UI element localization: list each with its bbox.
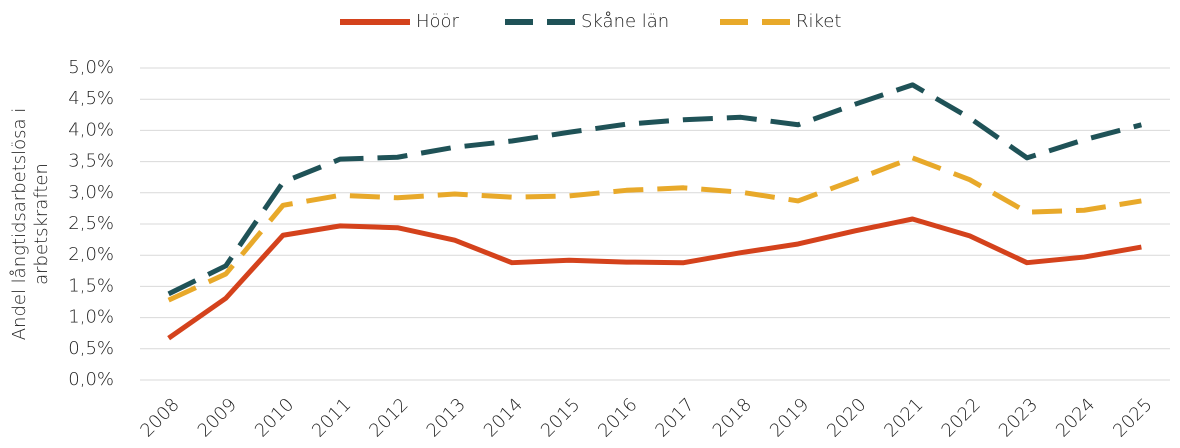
line-series [167, 216, 1142, 341]
legend-label: Skåne län [581, 11, 669, 32]
x-tick-label: 2024 [1052, 394, 1099, 441]
y-tick-label: 0,0% [68, 369, 114, 390]
x-tick-label: 2014 [480, 394, 527, 441]
y-axis-label: arbetskraften [31, 163, 52, 285]
x-tick-label: 2012 [365, 394, 412, 441]
y-tick-label: 5,0% [68, 57, 114, 78]
x-tick-label: 2025 [1109, 394, 1156, 441]
x-tick-label: 2020 [823, 394, 870, 441]
y-tick-label: 1,5% [68, 275, 114, 296]
x-tick-label: 2016 [594, 394, 641, 441]
y-axis-label: Andel långtidsarbetslösa i [9, 108, 30, 341]
x-tick-label: 2019 [766, 394, 813, 441]
y-tick-label: 4,5% [68, 88, 114, 109]
x-tick-label: 2011 [308, 394, 355, 441]
line-series [167, 82, 1143, 297]
x-tick-label: 2015 [537, 394, 584, 441]
y-tick-label: 3,5% [68, 151, 114, 172]
x-tick-label: 2008 [136, 394, 183, 441]
y-tick-label: 4,0% [68, 119, 114, 140]
y-tick-label: 1,0% [68, 307, 114, 328]
y-tick-label: 0,5% [68, 338, 114, 359]
legend-label: Riket [796, 11, 841, 32]
x-tick-label: 2009 [194, 394, 241, 441]
x-tick-label: 2010 [251, 394, 298, 441]
x-tick-label: 2022 [938, 394, 985, 441]
x-tick-label: 2018 [709, 394, 756, 441]
y-tick-label: 3,0% [68, 182, 114, 203]
line-series [167, 155, 1142, 303]
x-tick-label: 2013 [423, 394, 470, 441]
x-tick-label: 2021 [880, 394, 927, 441]
legend-label: Höör [416, 11, 460, 32]
x-tick-label: 2023 [995, 394, 1042, 441]
y-tick-label: 2,0% [68, 244, 114, 265]
x-tick-label: 2017 [651, 394, 698, 441]
y-tick-label: 2,5% [68, 213, 114, 234]
